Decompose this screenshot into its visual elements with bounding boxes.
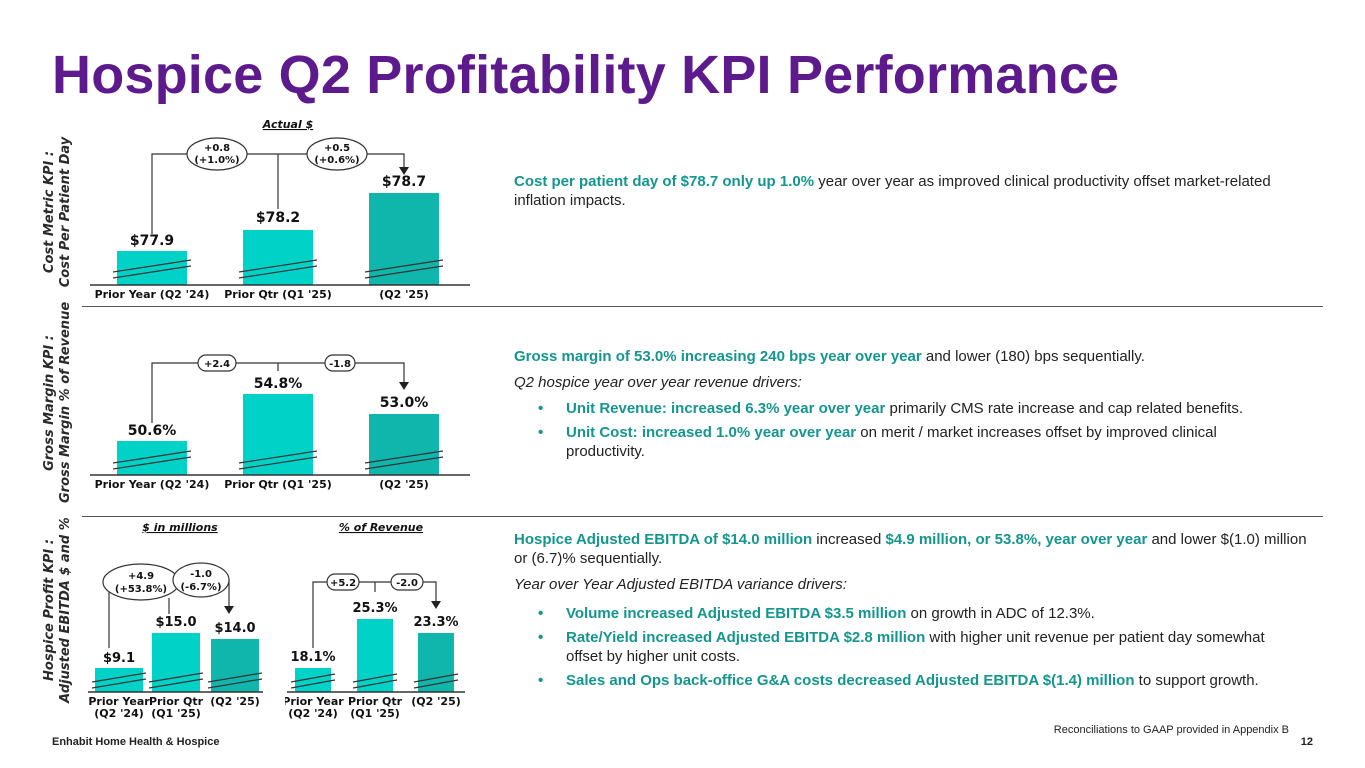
bullet-item: Sales and Ops back-office G&A costs decr…	[514, 671, 1286, 690]
category-label: Prior Year	[285, 695, 344, 708]
bar-label: 23.3%	[413, 615, 458, 630]
commentary-paragraph: Cost per patient day of $78.7 only up 1.…	[514, 173, 1271, 209]
commentary-paragraph: Q2 hospice year over year revenue driver…	[514, 374, 802, 391]
category-label: (Q2 '25)	[379, 288, 429, 301]
pill-text: (+53.8%)	[115, 584, 167, 595]
bar-prior-qtr	[243, 230, 313, 285]
bullet-item: Unit Cost: increased 1.0% year over year…	[514, 423, 1286, 461]
cost-per-patient-day-chart: Actual $ $77.9 $78.2 $78.7 Prior Year (Q…	[90, 118, 470, 301]
axis-break-marks	[290, 673, 459, 689]
category-label: Prior Qtr (Q1 '25)	[224, 288, 332, 301]
gaap-note: Reconciliations to GAAP provided in Appe…	[1053, 724, 1289, 736]
cost-commentary: Cost per patient day of $78.7 only up 1.…	[514, 172, 1314, 217]
adjusted-ebitda-dollars-chart: $ in millions $9.1 $15.0 $14.0 Prior Yea…	[88, 521, 263, 720]
category-label: (Q2 '25)	[411, 695, 461, 708]
category-label: Prior Year	[88, 695, 150, 708]
pill-text: (+0.6%)	[314, 155, 359, 166]
variance-pill	[306, 137, 368, 171]
chart-header-percent: % of Revenue	[339, 521, 424, 534]
bar-label: 54.8%	[254, 376, 303, 392]
variance-pill	[172, 562, 230, 598]
side-label-gross-margin: Gross Margin KPI : Gross Margin % of Reve…	[42, 301, 73, 503]
commentary-paragraph: Gross margin of 53.0% increasing 240 bps…	[514, 348, 1145, 365]
variance-connectors	[151, 362, 405, 423]
bar-label: $15.0	[155, 615, 196, 630]
category-label: (Q2 '24)	[94, 707, 144, 720]
axis-break-marks	[112, 450, 444, 470]
category-label: (Q2 '25)	[210, 695, 260, 708]
bar-prior-qtr	[243, 394, 313, 475]
gross-margin-commentary: Gross margin of 53.0% increasing 240 bps…	[514, 347, 1314, 466]
pill-text: +0.5	[324, 143, 350, 154]
pill-text: -1.8	[329, 359, 351, 370]
section-divider	[82, 516, 1323, 517]
bar-current	[369, 193, 439, 285]
category-label: Prior Qtr	[149, 695, 204, 708]
pill-text: (-6.7%)	[180, 582, 221, 593]
pill-text: -2.0	[396, 578, 418, 589]
pill-text: (+1.0%)	[194, 155, 239, 166]
bar-label: $14.0	[214, 621, 255, 636]
bar-label: $77.9	[130, 233, 174, 249]
arrow-head	[399, 382, 409, 390]
category-label: Prior Qtr (Q1 '25)	[224, 478, 332, 491]
adjusted-ebitda-percent-chart: % of Revenue 18.1% 25.3% 23.3% Prior Yea…	[285, 521, 465, 720]
arrow-head	[431, 601, 441, 609]
bar-label: 25.3%	[352, 601, 397, 616]
bar-prior-qtr	[152, 633, 200, 692]
variance-pill	[326, 573, 360, 591]
pill-text: +5.2	[330, 578, 356, 589]
bar-label: $78.7	[382, 174, 426, 190]
gross-margin-chart: 50.6% 54.8% 53.0% Prior Year (Q2 '24) Pr…	[90, 354, 470, 491]
variance-pill	[197, 354, 237, 372]
page-number: 12	[1300, 736, 1313, 748]
bar-label: 50.6%	[128, 423, 177, 439]
side-label-cost: Cost Metric KPI : Cost Per Patient Day	[42, 136, 73, 288]
pill-text: +0.8	[204, 143, 230, 154]
bar-label: 53.0%	[380, 395, 429, 411]
variance-connectors	[151, 153, 405, 234]
bar-label: 18.1%	[290, 650, 335, 665]
category-label: Prior Qtr	[348, 695, 403, 708]
chart-header-actual: Actual $	[262, 118, 313, 131]
category-label: (Q1 '25)	[151, 707, 201, 720]
bullet-item: Volume increased Adjusted EBITDA $3.5 mi…	[514, 604, 1314, 623]
bar-prior-qtr	[357, 619, 393, 692]
commentary-paragraph: Hospice Adjusted EBITDA of $14.0 million…	[514, 531, 1307, 567]
pill-text: +4.9	[128, 571, 154, 582]
company-name: Enhabit Home Health & Hospice	[52, 736, 220, 748]
category-label: Prior Year (Q2 '24)	[95, 288, 210, 301]
section-divider	[82, 306, 1323, 307]
variance-pill	[186, 137, 248, 171]
category-label: (Q2 '25)	[379, 478, 429, 491]
side-label-profit: Hospice Profit KPI : Adjusted EBITDA $ an…	[42, 517, 73, 703]
bullet-item: Unit Revenue: increased 6.3% year over y…	[514, 399, 1314, 418]
pill-text: -1.0	[190, 569, 212, 580]
page-title: Hospice Q2 Profitability KPI Performance	[52, 45, 1120, 105]
bullet-item: Rate/Yield increased Adjusted EBITDA $2.…	[514, 628, 1286, 666]
ebitda-commentary: Hospice Adjusted EBITDA of $14.0 million…	[514, 530, 1314, 695]
category-label: (Q1 '25)	[350, 707, 400, 720]
axis-break-marks	[112, 259, 444, 279]
bar-prior-year	[117, 441, 187, 475]
variance-pill	[324, 354, 356, 372]
bar-label: $78.2	[256, 210, 300, 226]
category-label: Prior Year (Q2 '24)	[95, 478, 210, 491]
arrow-head	[399, 167, 409, 175]
axis-break-marks	[91, 672, 263, 689]
bar-current	[369, 414, 439, 475]
chart-header-millions: $ in millions	[142, 521, 218, 534]
variance-connectors	[312, 581, 437, 648]
category-label: (Q2 '24)	[288, 707, 338, 720]
commentary-paragraph: Year over Year Adjusted EBITDA variance …	[514, 576, 847, 593]
bar-current	[418, 633, 454, 692]
arrow-head	[224, 606, 234, 614]
pill-text: +2.4	[204, 359, 230, 370]
bar-label: $9.1	[103, 651, 135, 666]
variance-pill	[390, 573, 424, 591]
